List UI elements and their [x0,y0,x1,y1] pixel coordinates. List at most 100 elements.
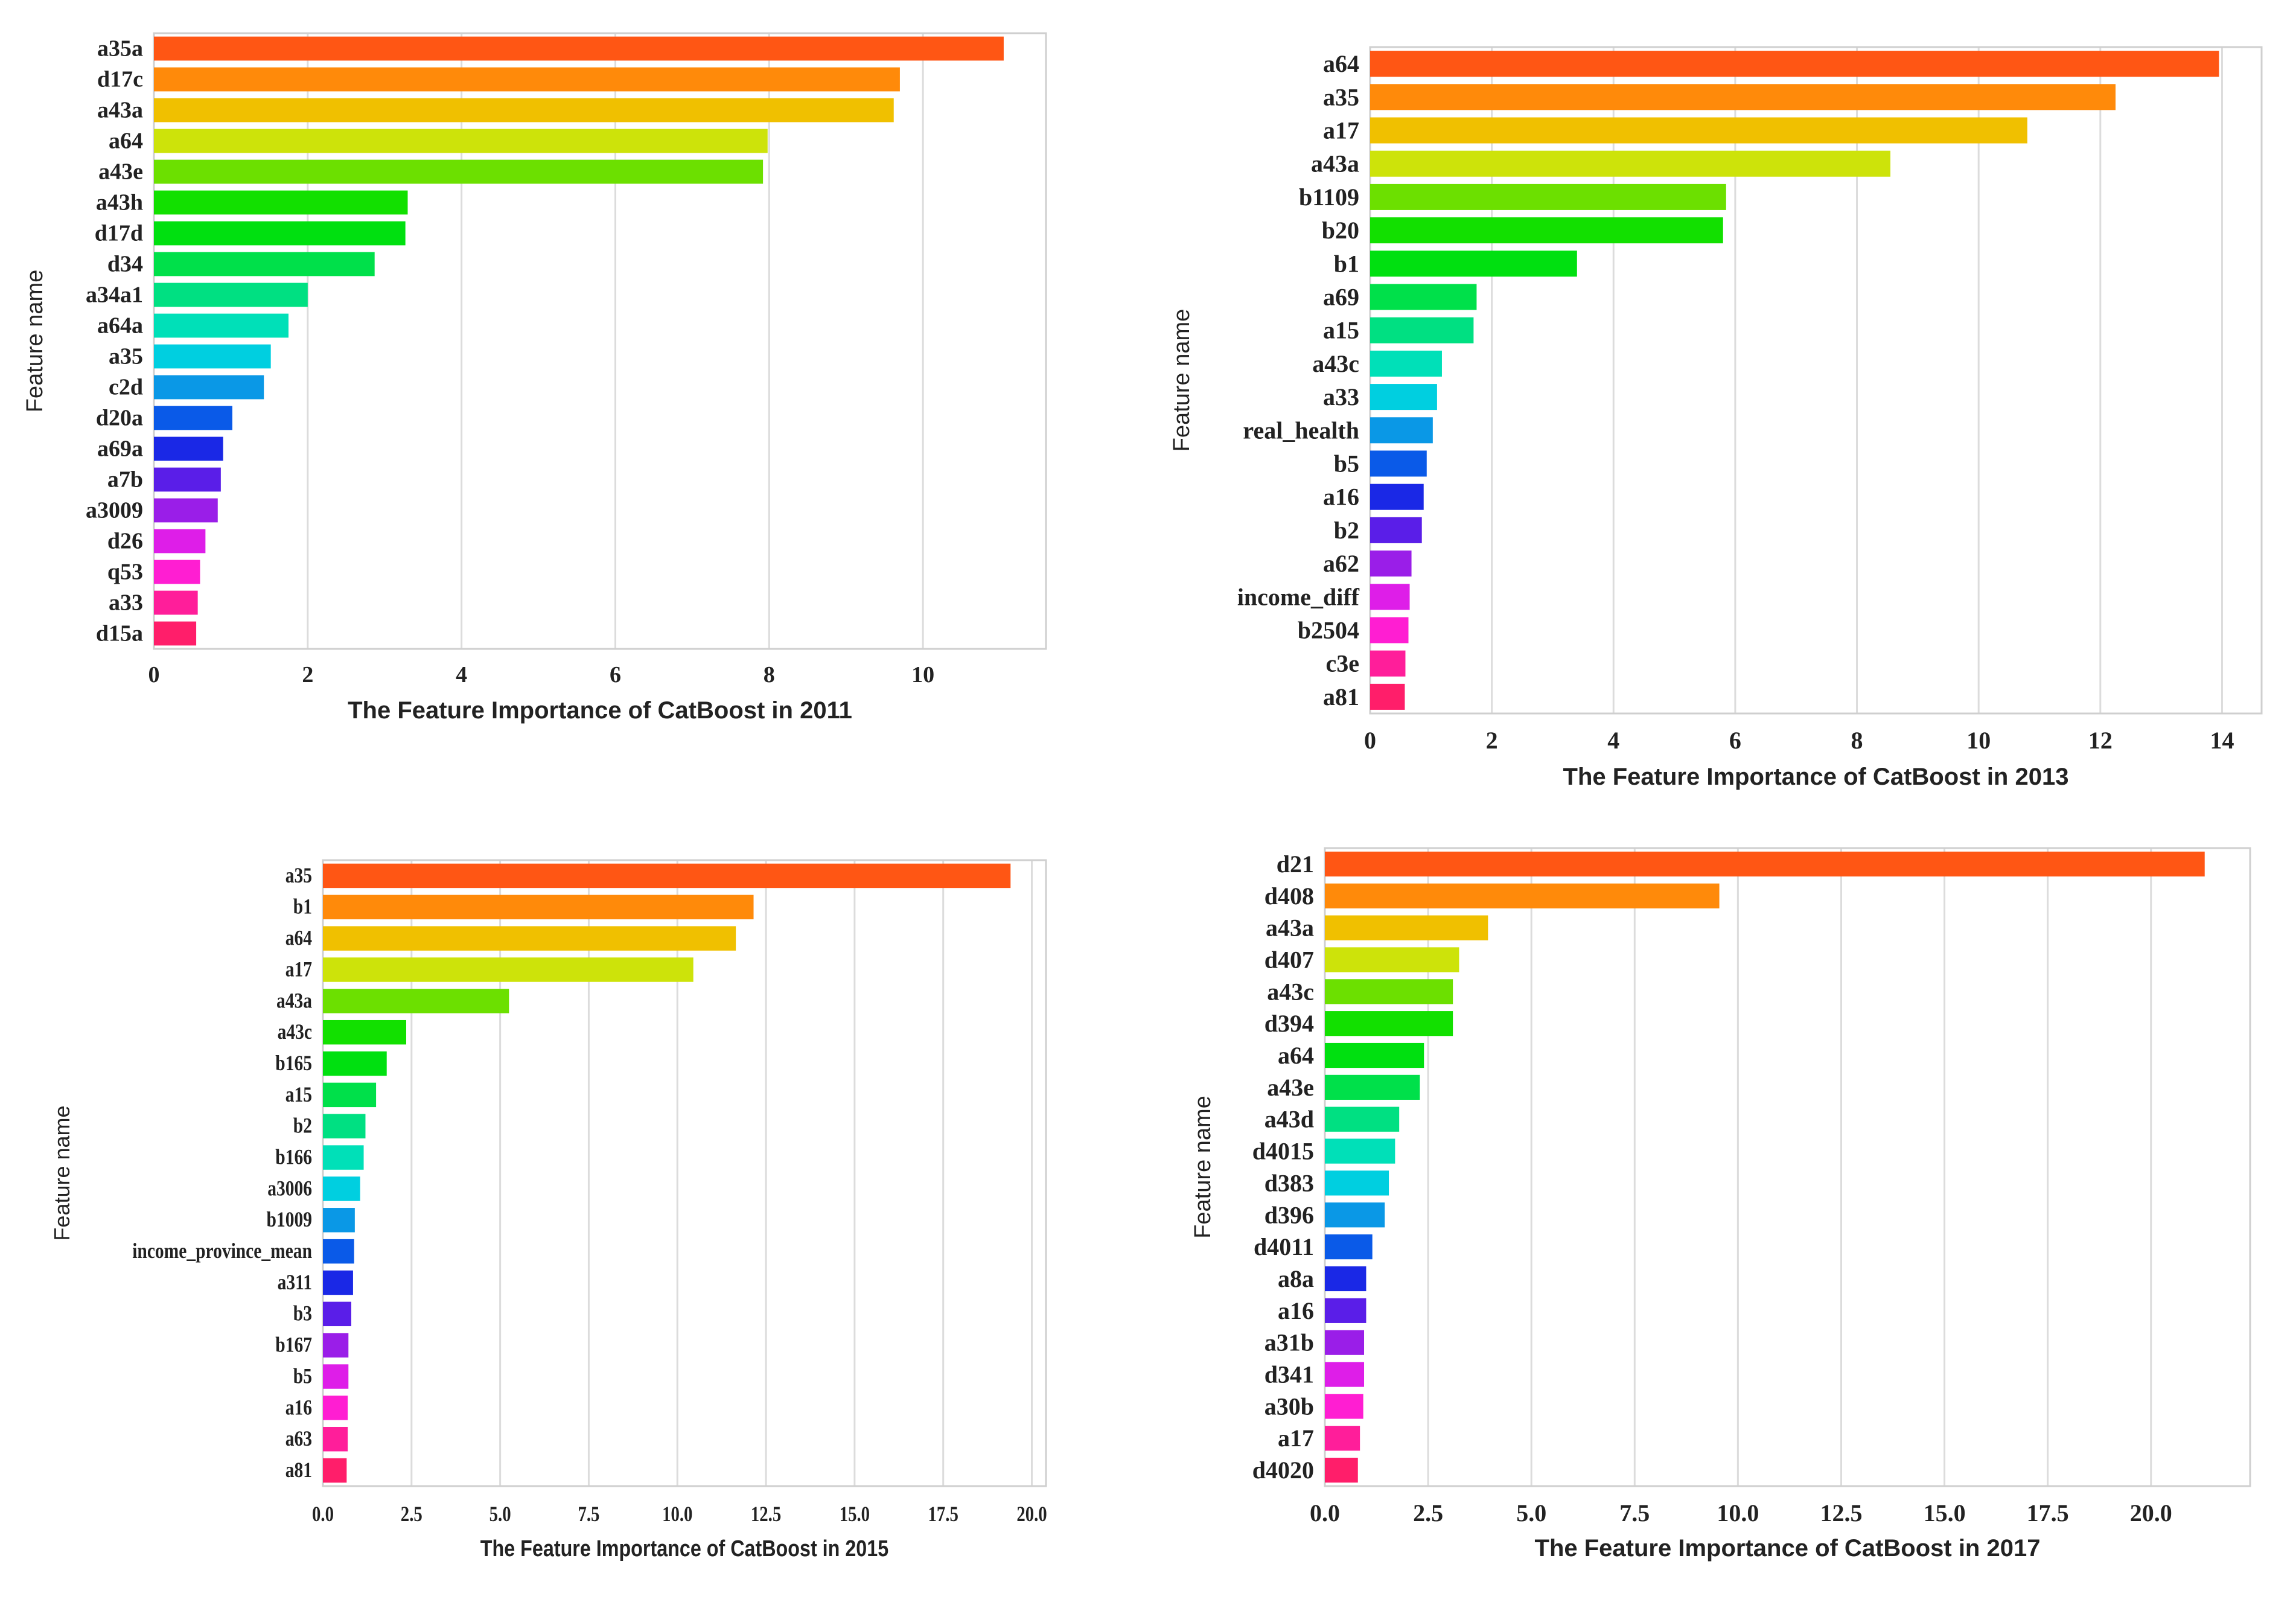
y-tick-label: b5 [293,1365,312,1388]
y-tick-label: a34a1 [86,282,143,308]
y-tick-label: b1 [1334,250,1359,277]
bar [1325,1362,1365,1387]
bar [1325,1234,1373,1260]
x-tick-label: 6 [1729,727,1741,754]
bar [1370,550,1412,577]
bar [1370,217,1723,244]
y-tick-label: d15a [96,621,143,646]
x-axis-label: The Feature Importance of CatBoost in 20… [1563,764,2069,790]
y-tick-label: a3006 [267,1177,312,1201]
bar [154,467,221,492]
y-tick-label: b165 [275,1052,312,1075]
bar [323,1458,347,1483]
y-tick-label: a69a [97,436,143,462]
y-tick-label: d20a [96,406,143,431]
x-tick-label: 17.5 [928,1502,958,1527]
bar [323,1051,387,1076]
x-tick-label: 10.0 [1717,1499,1759,1527]
y-tick-label: real_health [1243,416,1359,444]
x-tick-label: 0 [1364,727,1376,754]
bar [1325,1298,1366,1323]
plot-frame [153,32,1047,650]
bar [1370,617,1409,643]
bar [323,1270,353,1295]
x-tick-label: 2.5 [1413,1499,1443,1527]
bar [323,1208,355,1233]
bar [1370,584,1410,610]
bar [154,560,200,584]
bar [154,436,223,461]
chart-2013: a64a35a17a43ab1109b20b1a69a15a43ca33real… [1169,46,2263,790]
bar [323,1333,349,1358]
y-tick-label: d394 [1264,1010,1314,1037]
bar [154,221,406,246]
y-tick-label: a43a [276,989,312,1013]
x-tick-label: 12.5 [751,1502,781,1527]
bar [323,1301,351,1327]
x-tick-label: 2 [1486,727,1498,754]
bar [1370,450,1427,477]
y-tick-label: d408 [1264,882,1314,910]
bar [154,529,206,554]
bar [1370,483,1424,510]
y-tick-label: b2 [293,1114,312,1138]
y-tick-label: b2504 [1298,617,1359,644]
y-tick-label: c3e [1325,650,1359,677]
x-tick-label: 0.0 [1310,1499,1340,1527]
y-tick-label: a15 [1323,317,1359,344]
y-tick-label: a43c [1312,350,1359,377]
y-tick-label: income_province_mean [132,1239,312,1263]
y-tick-label: a35 [1323,83,1359,110]
bar [154,375,264,400]
x-tick-label: 5.0 [489,1502,511,1527]
y-tick-label: b1009 [267,1208,312,1232]
x-tick-label: 2 [302,662,313,688]
plot-frame [1369,46,2263,715]
bar [1370,251,1577,277]
y-tick-label: a3009 [86,498,143,523]
bar [1325,1394,1363,1419]
x-tick-label: 10 [911,662,934,688]
bar [154,313,289,338]
bar [1325,1106,1400,1132]
bar [154,129,768,153]
bar [154,344,271,369]
y-axis-label: Feature name [1169,309,1194,452]
bar [1370,384,1437,410]
y-tick-label: q53 [107,560,143,585]
bar [1325,851,2205,877]
bar [154,282,308,307]
chart-2011: a35a d17c a43a a64 a43e a43h d17d d34 a34a1 a64a a… [22,32,1047,724]
y-tick-label: b167 [275,1333,312,1357]
bar [323,989,509,1013]
bar [1370,183,1726,210]
bar [1325,1170,1389,1196]
x-axis-label: The Feature Importance of CatBoost in 20… [480,1536,888,1562]
bar [323,1176,360,1201]
y-tick-label: a43a [1311,150,1359,177]
y-tick-label: a43e [1267,1074,1314,1101]
y-tick-label: a43h [96,190,143,215]
y-tick-label: a17 [285,958,312,981]
bar [323,1114,366,1138]
bar [154,590,198,615]
y-tick-label: a43a [97,98,143,123]
y-axis-label: Feature name [49,1105,74,1240]
y-tick-label: a43a [1266,914,1314,942]
y-tick-label: d407 [1264,946,1314,973]
y-axis-label: Feature name [22,270,48,413]
y-tick-label: d17c [97,67,143,92]
y-tick-label: a16 [1278,1297,1314,1324]
y-axis-label: Feature name [1190,1096,1216,1239]
bar [1370,284,1477,310]
y-tick-label: a64 [285,927,312,950]
y-tick-label: a16 [1323,483,1359,511]
y-tick-label: d341 [1264,1361,1314,1388]
y-tick-label: a64a [97,313,143,339]
x-tick-label: 0 [148,662,160,688]
x-tick-label: 8 [764,662,775,688]
bar [323,1364,349,1389]
bar [1370,317,1474,343]
y-tick-label: a43d [1264,1106,1314,1133]
y-tick-label: income_diff [1237,583,1360,610]
